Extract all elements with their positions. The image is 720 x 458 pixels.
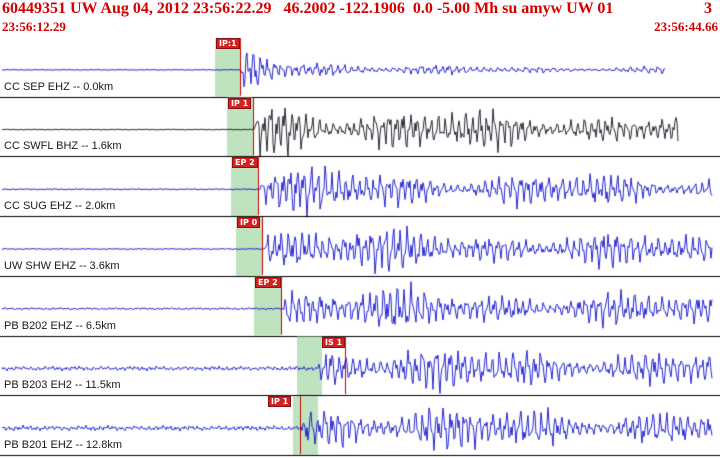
pick-flag[interactable]: IP 1 (228, 97, 252, 109)
station-label: CC SWFL BHZ -- 1.6km (4, 140, 122, 153)
event-header: 60449351 UW Aug 04, 2012 23:56:22.29 46.… (2, 0, 718, 19)
time-window-header: 23:56:12.29 23:56:44.66 (2, 19, 718, 36)
pick-flag[interactable]: EP 2 (255, 276, 281, 288)
event-info: 60449351 UW Aug 04, 2012 23:56:22.29 46.… (2, 0, 614, 17)
page-indicator: 3 (704, 0, 712, 17)
window-start-time: 23:56:12.29 (2, 19, 66, 34)
station-label: CC SUG EHZ -- 2.0km (4, 200, 116, 213)
station-label: CC SEP EHZ -- 0.0km (4, 80, 114, 93)
station-label: UW SHW EHZ -- 3.6km (4, 259, 120, 272)
station-label: PB B203 EH2 -- 11.5km (4, 379, 121, 392)
pick-flag[interactable]: IS 1 (322, 336, 346, 348)
station-label: PB B202 EHZ -- 6.5km (4, 319, 116, 332)
pick-flag[interactable]: IP:1 (216, 38, 240, 49)
pick-flag[interactable]: IP 1 (268, 396, 292, 408)
pick-flag[interactable]: EP 2 (232, 157, 258, 169)
station-label: PB B201 EHZ -- 12.8km (4, 439, 122, 451)
window-end-time: 23:56:44.66 (654, 19, 718, 34)
pick-flag[interactable]: IP 0 (237, 217, 261, 229)
